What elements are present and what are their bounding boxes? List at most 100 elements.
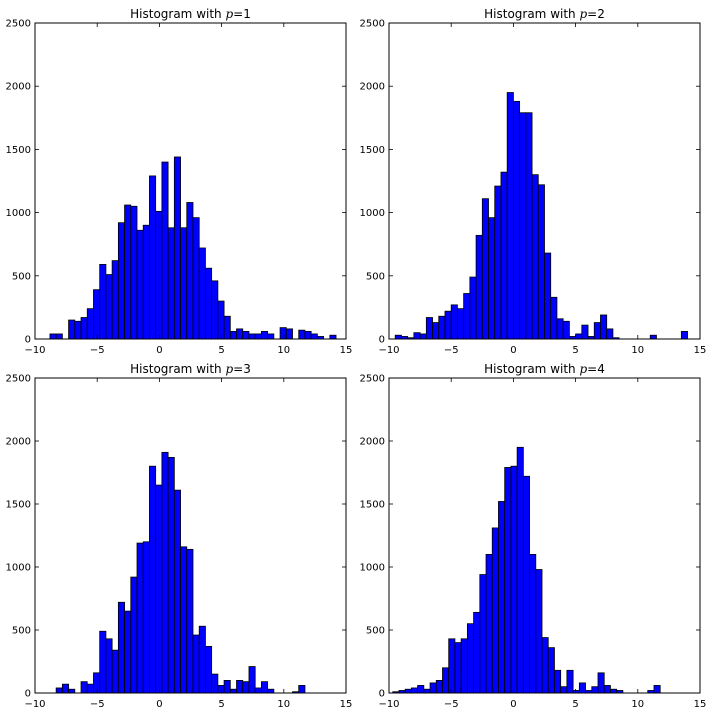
y-tick-label: 2000	[6, 82, 31, 93]
histogram-bar	[649, 334, 657, 340]
chart-title-suffix: =1	[233, 7, 251, 21]
x-tick-label: 5	[572, 699, 578, 710]
histogram-bar	[404, 688, 412, 694]
histogram-bar	[161, 451, 169, 694]
histogram-bar	[566, 669, 574, 694]
histogram-bar	[217, 685, 225, 694]
x-tick-label: 0	[156, 699, 162, 710]
histogram-bar	[124, 610, 132, 694]
histogram-bar	[562, 320, 570, 340]
x-tick-label: −10	[378, 345, 399, 356]
chart-panel-1: −10 −5 0 5 10 15 0 500 1000 1500 2000 2500 Histogram…	[6, 7, 353, 356]
histogram-bar	[86, 683, 94, 694]
histogram-bar	[161, 161, 169, 340]
histogram-bar	[597, 672, 605, 694]
histogram-bar	[463, 293, 471, 340]
x-tick-label: 5	[218, 345, 224, 356]
x-tick-label: −5	[90, 345, 105, 356]
histogram-bar	[473, 611, 481, 694]
histogram-bar	[435, 680, 443, 694]
histogram-bar	[298, 685, 306, 694]
histogram-bar	[267, 688, 275, 694]
histogram-bar	[516, 446, 524, 694]
histogram-bar	[560, 686, 568, 694]
histogram-bar	[603, 685, 611, 694]
histogram-bar	[173, 156, 181, 340]
histogram-bar	[130, 576, 138, 694]
histogram-bar	[442, 667, 450, 694]
x-tick-label: 15	[340, 699, 353, 710]
histogram-bar	[450, 304, 458, 340]
histogram-bar	[448, 638, 456, 694]
y-tick-label: 2500	[360, 374, 385, 385]
chart-panel-3: −10 −5 0 5 10 15 0 500 1000 1500 2000 2500 Histogram…	[6, 362, 353, 710]
chart-title-variable: p	[225, 362, 233, 376]
histogram-bar	[105, 274, 113, 340]
histogram-bar	[236, 328, 244, 340]
histogram-bar	[229, 331, 237, 340]
y-tick-label: 1000	[6, 563, 31, 574]
histogram-bar	[149, 175, 157, 340]
histogram-bar	[304, 331, 312, 340]
chart-panel-4: −10 −5 0 5 10 15 0 500 1000 1500 2000 2500 Histogram…	[360, 362, 707, 710]
histogram-bar	[93, 672, 101, 694]
chart-title-variable: p	[579, 362, 587, 376]
histogram-bar	[186, 202, 194, 340]
y-tick-label: 1500	[6, 145, 31, 156]
x-tick-label: 15	[694, 699, 707, 710]
histogram-bar	[105, 638, 113, 694]
histogram-bar	[488, 217, 496, 340]
chart-title: Histogram with p=4	[484, 362, 605, 376]
histogram-bar	[680, 331, 688, 340]
histogram-bar	[192, 634, 200, 694]
histogram-bar	[261, 331, 269, 340]
histogram-bar	[310, 333, 318, 340]
histogram-bar	[49, 333, 57, 340]
histogram-bar	[180, 546, 188, 694]
chart-panel-2: −10 −5 0 5 10 15 0 500 1000 1500 2000 2500 Histogram…	[360, 7, 707, 356]
histogram-bar	[254, 687, 262, 694]
y-tick-label: 1500	[360, 145, 385, 156]
histogram-bar	[498, 501, 506, 694]
histogram-bar	[529, 554, 537, 694]
x-tick-label: 0	[510, 699, 516, 710]
y-tick-label: 2500	[6, 374, 31, 385]
chart-title: Histogram with p=1	[130, 7, 251, 21]
histogram-bar	[242, 331, 250, 340]
histogram-bar	[425, 317, 433, 340]
histogram-bar	[504, 467, 512, 694]
histogram-bar	[205, 267, 213, 340]
histogram-bar	[610, 688, 618, 694]
histogram-bar	[535, 569, 543, 694]
histogram-bar	[192, 217, 200, 340]
histogram-bar	[180, 227, 188, 340]
histogram-bar	[167, 227, 175, 340]
histogram-bar	[556, 318, 564, 340]
histogram-bar	[485, 554, 493, 694]
histogram-bar	[80, 317, 88, 340]
histogram-bar	[591, 686, 599, 694]
x-tick-label: 10	[277, 699, 290, 710]
histogram-bar	[111, 260, 119, 340]
histogram-bar	[394, 334, 402, 340]
y-tick-label: 1000	[360, 563, 385, 574]
chart-title-prefix: Histogram with	[484, 7, 579, 21]
histogram-bar	[329, 334, 337, 340]
y-tick-label: 1500	[360, 500, 385, 511]
histogram-bar	[261, 681, 269, 694]
chart-title-variable: p	[579, 7, 587, 21]
histogram-bar	[155, 210, 163, 340]
chart-title-variable: p	[225, 7, 233, 21]
histogram-bar	[229, 688, 237, 694]
histogram-bar	[541, 637, 549, 694]
histogram-bar	[211, 673, 219, 694]
histogram-bar	[575, 333, 583, 340]
chart-title: Histogram with p=2	[484, 7, 605, 21]
x-tick-label: 15	[340, 345, 353, 356]
histogram-bar	[457, 308, 465, 340]
histogram-bar	[547, 647, 555, 694]
histogram-bar	[413, 332, 421, 340]
histogram-bar	[506, 92, 514, 340]
axes-frame	[34, 377, 347, 694]
